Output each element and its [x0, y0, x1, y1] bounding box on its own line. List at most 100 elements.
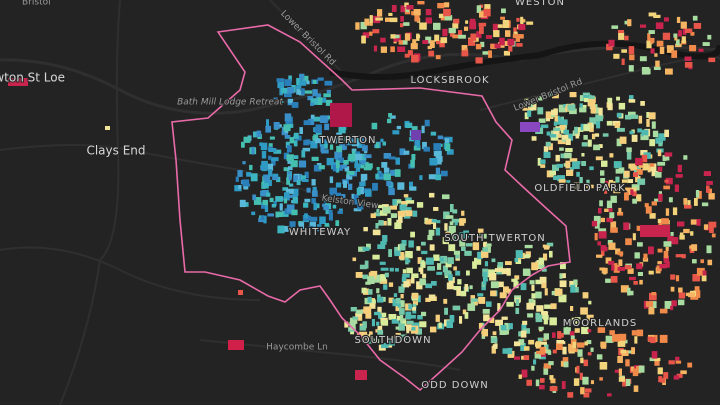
building — [415, 328, 422, 335]
building — [284, 135, 291, 139]
building — [569, 158, 578, 162]
building — [310, 216, 318, 222]
building — [664, 129, 669, 137]
building — [270, 157, 279, 162]
building — [284, 192, 290, 199]
building — [586, 340, 592, 345]
building — [356, 335, 363, 342]
building — [363, 227, 368, 232]
building — [458, 34, 466, 39]
building — [308, 118, 315, 125]
building — [501, 8, 506, 14]
building — [545, 141, 551, 147]
building — [337, 210, 343, 214]
building — [372, 183, 378, 191]
building — [553, 175, 560, 180]
building — [324, 198, 328, 203]
building — [543, 146, 549, 154]
building — [391, 319, 399, 324]
building — [490, 290, 497, 297]
building — [674, 184, 679, 192]
building — [628, 65, 634, 72]
building — [423, 146, 430, 152]
building — [663, 255, 669, 264]
building — [499, 292, 507, 299]
building — [685, 28, 693, 33]
building — [617, 339, 626, 347]
building — [425, 220, 432, 225]
building — [376, 208, 380, 213]
building — [659, 263, 667, 269]
building — [433, 222, 437, 229]
building — [312, 190, 318, 197]
building — [701, 274, 707, 282]
building — [277, 225, 285, 234]
building — [454, 221, 458, 226]
building — [405, 251, 413, 259]
building — [325, 99, 333, 106]
building — [647, 33, 651, 41]
buildings — [8, 1, 717, 398]
building — [511, 278, 518, 282]
building — [546, 118, 550, 122]
building — [266, 192, 271, 197]
building — [416, 246, 421, 251]
building — [531, 293, 536, 299]
building — [436, 271, 443, 275]
building — [637, 178, 646, 185]
building — [595, 156, 603, 161]
building — [571, 317, 578, 325]
building — [311, 198, 316, 204]
building — [664, 179, 669, 183]
building — [362, 321, 367, 328]
building — [622, 381, 628, 387]
building — [586, 314, 594, 321]
building — [339, 136, 345, 142]
building — [593, 144, 601, 151]
building — [325, 209, 333, 215]
building — [312, 186, 317, 194]
building — [355, 312, 362, 317]
building — [707, 188, 712, 193]
building — [541, 268, 547, 272]
building — [678, 30, 682, 37]
place-label: TWERTON — [319, 135, 377, 146]
building — [557, 139, 566, 145]
building — [305, 139, 311, 145]
building — [509, 323, 513, 330]
building — [534, 96, 543, 101]
building — [687, 362, 693, 368]
building — [411, 293, 419, 299]
building — [683, 198, 688, 205]
building — [505, 30, 511, 37]
building — [387, 218, 392, 226]
building — [543, 253, 548, 261]
building — [329, 144, 334, 150]
building — [539, 347, 545, 355]
building — [403, 22, 410, 26]
building — [453, 286, 461, 291]
building — [398, 216, 403, 223]
building — [428, 294, 436, 301]
building — [299, 80, 307, 86]
building — [405, 303, 412, 311]
building — [405, 210, 413, 217]
building — [563, 361, 569, 368]
building — [566, 180, 571, 184]
building — [651, 171, 659, 177]
building — [599, 362, 608, 370]
building — [452, 34, 459, 39]
building — [581, 326, 589, 335]
building — [517, 34, 524, 39]
building — [351, 140, 360, 147]
building — [606, 43, 613, 51]
building — [483, 8, 491, 17]
building — [400, 5, 407, 13]
building — [380, 274, 386, 282]
building — [646, 112, 650, 118]
building — [522, 268, 531, 276]
building — [403, 281, 410, 288]
building — [513, 27, 517, 34]
building — [377, 172, 384, 177]
building — [359, 331, 368, 338]
